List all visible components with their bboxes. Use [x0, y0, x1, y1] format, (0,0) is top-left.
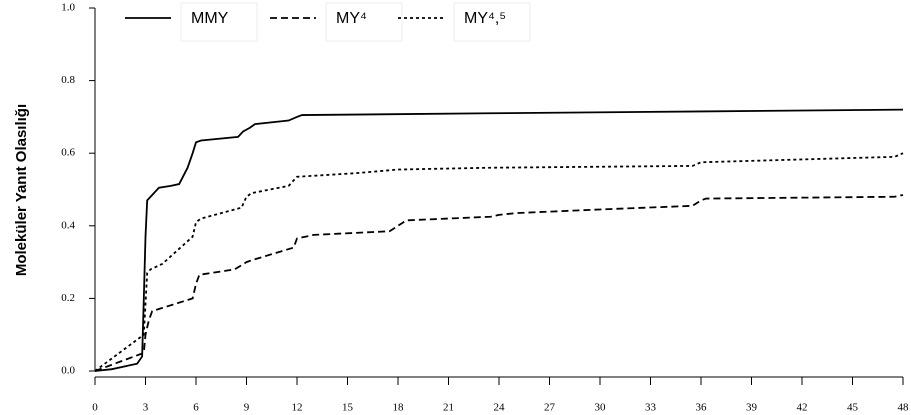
- legend-box: [453, 2, 531, 42]
- legend-box: [180, 2, 258, 42]
- line-series: [94, 152, 904, 372]
- x-tick-label: 36: [696, 402, 708, 414]
- x-tick-label: 33: [645, 402, 657, 414]
- y-tick-label: 1.0: [61, 2, 75, 14]
- y-axis-label: Moleküler Yanıt Olasılığı: [13, 104, 30, 276]
- x-tick-label: 3: [143, 402, 149, 414]
- legend-label: MMY: [191, 10, 229, 27]
- line-series: [94, 108, 904, 372]
- legend-label: MY⁴,⁵: [464, 10, 506, 27]
- x-tick-label: 15: [342, 402, 354, 414]
- x-tick-label: 6: [193, 402, 199, 414]
- y-tick-label: 0.2: [61, 292, 75, 304]
- y-tick-label: 0.4: [61, 219, 75, 231]
- x-tick-label: 24: [494, 402, 506, 414]
- x-tick-label: 18: [393, 402, 405, 414]
- x-tick-label: 42: [797, 402, 808, 414]
- legend-label: MY⁴: [336, 10, 367, 27]
- x-tick-label: 48: [898, 402, 910, 414]
- y-tick-label: 0.8: [61, 74, 75, 86]
- x-tick-label: 0: [92, 402, 98, 414]
- x-tick-label: 30: [595, 402, 607, 414]
- x-tick-label: 45: [847, 402, 859, 414]
- x-tick-label: 27: [544, 402, 556, 414]
- x-tick-label: 9: [244, 402, 250, 414]
- x-tick-label: 12: [292, 402, 303, 414]
- legend-box: [325, 2, 403, 42]
- y-tick-label: 0.6: [61, 147, 75, 159]
- x-tick-label: 21: [443, 402, 454, 414]
- y-tick-label: 0.0: [61, 365, 75, 377]
- line-series: [94, 194, 904, 372]
- x-tick-label: 39: [746, 402, 758, 414]
